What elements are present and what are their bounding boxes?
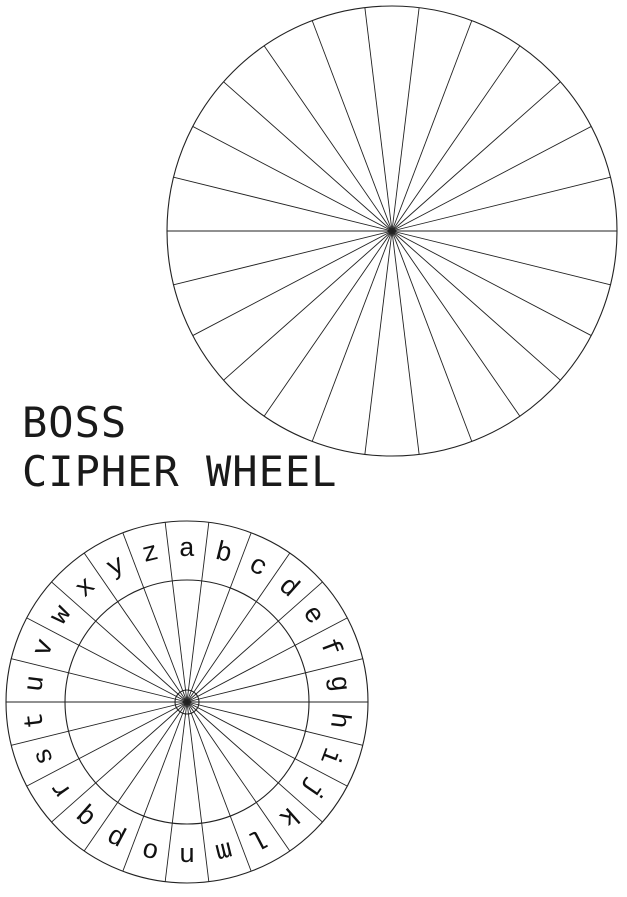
outer-wheel-spoke <box>391 230 473 442</box>
inner-wheel-letter-z: z <box>139 538 162 571</box>
inner-wheel-spoke <box>186 617 348 703</box>
inner-wheel-spoke <box>186 522 210 703</box>
outer-wheel-spoke <box>223 81 393 232</box>
outer-wheel-spoke <box>364 7 393 232</box>
inner-wheel-spoke <box>186 701 363 746</box>
inner-wheel-letter-r: r <box>45 773 79 803</box>
outer-wheel-spoke <box>192 126 393 232</box>
inner-wheel-spoke <box>11 701 188 746</box>
outer-wheel-spoke <box>311 20 393 232</box>
inner-wheel-letter-d: d <box>272 572 304 605</box>
inner-wheel-spoke <box>186 552 291 703</box>
title-line-1: BOSS <box>22 398 127 447</box>
inner-wheel-letter-i: i <box>312 743 346 769</box>
inner-wheel-spoke <box>26 617 188 703</box>
outer-wheel-spoke <box>263 45 393 232</box>
inner-wheel-letter-n: n <box>179 839 195 869</box>
inner-wheel-spoke <box>186 701 348 787</box>
inner-wheel-letter-h: h <box>322 710 354 730</box>
inner-wheel-spoke <box>122 532 188 703</box>
inner-wheel-letter-b: b <box>212 538 235 571</box>
inner-wheel-spoke <box>186 701 323 823</box>
outer-wheel-spoke <box>192 230 393 336</box>
inner-wheel-letter-f: f <box>312 635 346 661</box>
inner-wheel-spoke <box>186 701 291 852</box>
inner-wheel-letter-j: j <box>295 773 329 803</box>
outer-wheel-spokes <box>167 7 617 455</box>
inner-wheel-spokes <box>6 522 368 882</box>
outer-wheel-spoke <box>364 230 393 455</box>
outer-wheel-spoke <box>311 230 393 442</box>
outer-wheel-spoke <box>391 126 592 232</box>
inner-wheel-letter-y: y <box>102 550 130 584</box>
inner-wheel-spoke <box>51 701 188 823</box>
inner-wheel-spoke <box>11 658 188 703</box>
outer-wheel-spoke <box>391 45 521 232</box>
inner-wheel-spoke <box>186 658 363 703</box>
outer-wheel-spoke <box>391 230 420 455</box>
inner-wheel-spoke <box>83 701 188 852</box>
inner-wheel-letter-p: p <box>102 820 130 854</box>
inner-wheel-spoke <box>83 552 188 703</box>
inner-wheel-letter-u: u <box>20 674 52 694</box>
inner-wheel-letter-o: o <box>139 833 162 866</box>
inner-wheel-spoke <box>122 701 188 872</box>
outer-wheel-spoke <box>263 230 393 417</box>
inner-wheel-letter-t: t <box>20 710 52 730</box>
outer-wheel-spoke <box>391 81 561 232</box>
inner-wheel-spoke <box>186 532 252 703</box>
inner-wheel-letter-a: a <box>179 535 195 565</box>
inner-wheel-letter-s: s <box>28 743 62 769</box>
inner-wheel-letter-v: v <box>28 635 62 661</box>
inner-wheel-spoke <box>186 701 210 882</box>
outer-wheel-spoke <box>391 176 611 232</box>
outer-wheel-spoke <box>173 230 393 286</box>
inner-wheel-spoke <box>186 701 252 872</box>
inner-wheel-spoke <box>186 581 323 703</box>
title: BOSS CIPHER WHEEL <box>22 398 337 496</box>
inner-wheel-letter-e: e <box>295 600 329 630</box>
inner-wheel-letter-c: c <box>243 550 271 584</box>
outer-wheel-spoke <box>391 230 592 336</box>
outer-wheel-spoke <box>223 230 393 381</box>
inner-wheel-letter-m: m <box>212 833 235 866</box>
outer-wheel-spoke <box>391 20 473 232</box>
outer-wheel-spoke <box>391 230 611 286</box>
inner-wheel-letter-q: q <box>70 799 102 832</box>
inner-wheel-spoke <box>51 581 188 703</box>
inner-wheel-spoke <box>164 701 188 882</box>
inner-wheel-letter-k: k <box>272 799 304 832</box>
inner-wheel-letter-l: l <box>243 820 271 854</box>
inner-wheel-spoke <box>26 701 188 787</box>
outer-wheel-spoke <box>391 7 420 232</box>
inner-wheel-letter-g: g <box>322 674 354 694</box>
outer-wheel-spoke <box>173 176 393 232</box>
inner-wheel-letter-w: w <box>45 600 79 630</box>
outer-wheel-spoke <box>391 230 561 381</box>
outer-wheel-spoke <box>391 230 521 417</box>
inner-wheel-spoke <box>164 522 188 703</box>
outer-wheel <box>166 5 618 457</box>
inner-wheel-letter-x: x <box>70 572 102 605</box>
title-line-2: CIPHER WHEEL <box>22 447 337 496</box>
